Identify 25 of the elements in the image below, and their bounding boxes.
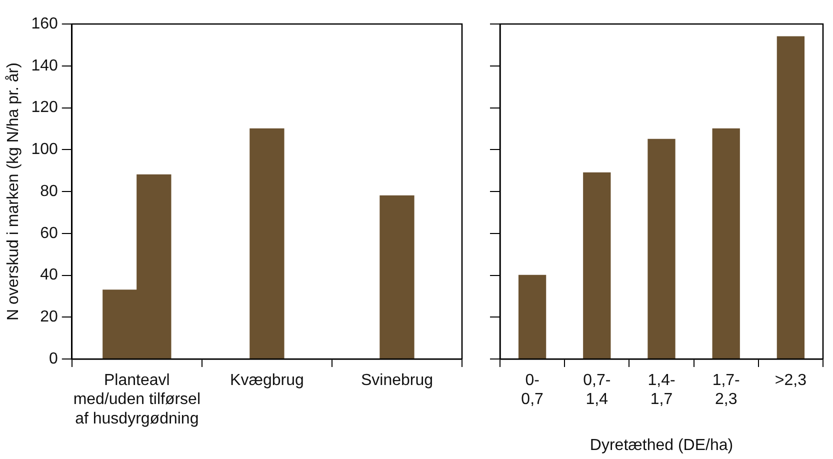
- bar: [712, 128, 740, 359]
- bar: [776, 36, 805, 359]
- y-axis-title: N overskud i marken (kg N/ha pr. år): [5, 62, 22, 320]
- x-tick-label: 0- 0,7: [521, 372, 544, 408]
- bar: [380, 195, 414, 359]
- x-tick-label: 0,7- 1,4: [583, 372, 611, 408]
- bar: [648, 138, 676, 359]
- x-tick-label: >2,3: [774, 372, 807, 390]
- y-tick-label: 60: [40, 224, 58, 242]
- x-tick-label: Kvægbrug: [230, 372, 304, 390]
- y-tick-label: 20: [40, 308, 58, 326]
- bar: [583, 172, 611, 359]
- y-tick-label: 120: [31, 99, 58, 116]
- x-tick-label: 1,7- 2,3: [712, 372, 740, 408]
- y-tick-label: 0: [48, 350, 58, 368]
- y-tick-label: 160: [31, 15, 58, 32]
- x-tick-label: Planteavl med/uden tilførsel af husdyrgødning: [73, 372, 200, 428]
- y-tick-label: 80: [40, 182, 58, 200]
- bar: [518, 274, 546, 359]
- x-tick-label: 1,4- 1,7: [648, 372, 676, 408]
- y-tick-label: 140: [31, 57, 58, 74]
- x-tick-label: Svinebrug: [360, 372, 434, 390]
- y-tick-label: 100: [31, 141, 58, 158]
- y-tick-label: 40: [40, 266, 58, 284]
- x-axis-title: Dyretæthed (DE/ha): [590, 436, 734, 454]
